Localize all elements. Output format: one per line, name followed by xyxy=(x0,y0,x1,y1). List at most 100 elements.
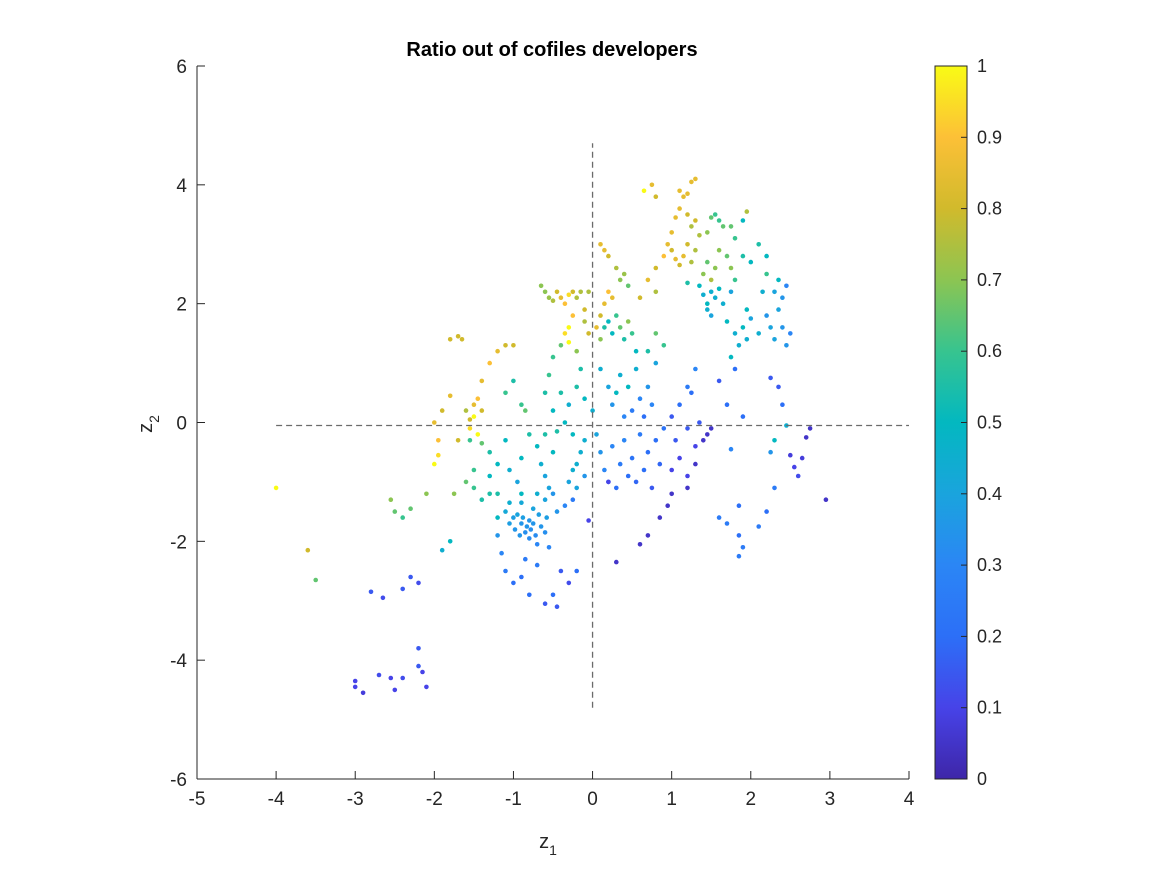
data-point xyxy=(558,568,564,574)
data-point xyxy=(633,479,639,485)
data-point xyxy=(392,687,398,693)
y-tick-label: 2 xyxy=(176,295,187,316)
data-point xyxy=(546,295,552,301)
data-point xyxy=(515,479,520,485)
data-point xyxy=(495,533,500,538)
data-point xyxy=(740,253,746,259)
data-point xyxy=(538,283,544,289)
data-point xyxy=(352,678,358,684)
data-point xyxy=(740,414,746,419)
data-point xyxy=(673,438,678,443)
data-point xyxy=(416,580,421,586)
data-point xyxy=(574,384,579,390)
data-point xyxy=(736,343,742,348)
data-point xyxy=(677,206,682,211)
data-point xyxy=(617,461,623,467)
data-point xyxy=(665,242,670,247)
data-point xyxy=(487,491,493,497)
data-point xyxy=(578,449,583,455)
x-tick-label: 4 xyxy=(904,789,915,810)
data-point xyxy=(799,455,805,461)
data-point xyxy=(716,247,722,253)
data-point xyxy=(582,438,587,443)
data-point xyxy=(649,182,655,188)
data-point xyxy=(550,298,556,304)
data-point xyxy=(693,247,698,253)
data-point xyxy=(447,539,453,544)
data-point xyxy=(661,253,667,259)
y-tick-label: 4 xyxy=(176,176,187,197)
data-point xyxy=(724,253,730,259)
y-tick-label: 0 xyxy=(176,414,187,435)
data-point xyxy=(582,319,587,324)
y-axis-label: z2 xyxy=(135,415,162,433)
data-point xyxy=(570,432,576,437)
data-point xyxy=(512,527,518,532)
data-point xyxy=(740,545,746,550)
data-point xyxy=(693,461,698,467)
data-point xyxy=(554,604,560,609)
x-tick-label: -1 xyxy=(505,789,522,810)
data-point xyxy=(776,384,781,390)
data-point xyxy=(400,515,406,520)
x-tick-label: 2 xyxy=(745,789,756,810)
data-point xyxy=(653,265,659,271)
data-point xyxy=(546,545,552,550)
data-point xyxy=(467,417,473,422)
data-point xyxy=(732,236,738,241)
data-point xyxy=(637,295,643,301)
data-point xyxy=(784,283,789,289)
colorbar-tick-label: 0.4 xyxy=(977,484,1002,504)
data-point xyxy=(705,432,710,437)
data-point xyxy=(705,230,710,235)
chart-title: Ratio out of cofiles developers xyxy=(406,39,697,61)
data-point xyxy=(614,313,619,318)
data-point xyxy=(740,325,746,330)
data-point xyxy=(388,497,394,503)
x-tick-label: 1 xyxy=(666,789,677,810)
data-point xyxy=(823,497,829,503)
data-point xyxy=(681,194,686,199)
data-point xyxy=(756,524,761,529)
data-point xyxy=(451,491,457,497)
data-point xyxy=(495,461,500,467)
data-point xyxy=(542,497,548,503)
x-tick-label: 3 xyxy=(825,789,836,810)
x-tick-label: -5 xyxy=(189,789,206,810)
data-point xyxy=(586,518,591,523)
x-tick-label: -2 xyxy=(426,789,443,810)
data-point xyxy=(439,408,445,413)
data-point xyxy=(705,301,710,307)
data-point xyxy=(764,509,769,514)
data-point xyxy=(570,467,576,473)
data-point xyxy=(807,426,813,431)
data-point xyxy=(768,375,773,381)
data-point xyxy=(528,527,534,532)
data-point xyxy=(641,467,647,473)
data-point xyxy=(479,441,485,446)
data-point xyxy=(788,331,793,336)
data-point xyxy=(649,485,655,491)
data-point xyxy=(530,521,536,526)
data-point xyxy=(780,295,785,301)
colorbar-tick-label: 0.5 xyxy=(977,413,1002,433)
data-point xyxy=(606,319,611,324)
data-point xyxy=(602,325,607,330)
data-point xyxy=(534,542,540,547)
data-point xyxy=(681,253,686,259)
data-point xyxy=(558,343,564,348)
data-point xyxy=(685,242,690,247)
data-point xyxy=(689,390,694,396)
data-point xyxy=(534,491,540,497)
data-point xyxy=(795,473,801,479)
data-point xyxy=(697,283,702,289)
data-point xyxy=(408,506,413,512)
data-point xyxy=(748,316,754,321)
y-tick-label: -2 xyxy=(170,532,187,553)
data-point xyxy=(617,372,623,378)
data-point xyxy=(629,331,635,336)
data-point xyxy=(744,307,750,312)
data-point xyxy=(776,277,781,283)
